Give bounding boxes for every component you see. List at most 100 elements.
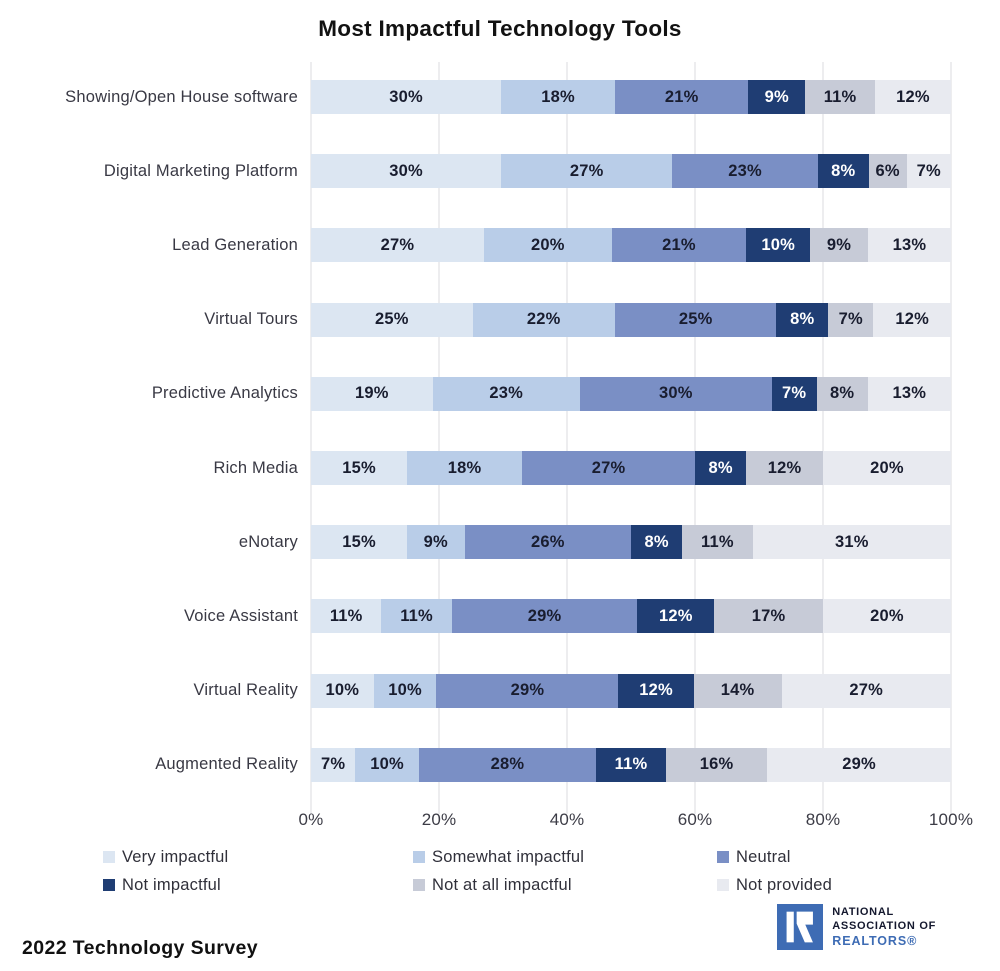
segment-value: 15% — [342, 458, 376, 477]
bar-track: 30% 27% 23% 8% 6% 7% — [311, 154, 951, 189]
bar-segment-somewhat-impactful: 18% — [501, 80, 616, 115]
bar-segment-neutral: 25% — [614, 302, 777, 337]
logo-line-1: NATIONAL — [832, 905, 894, 918]
bar-segment-neutral: 28% — [418, 747, 597, 782]
bar-segment-not-impactful: 12% — [618, 673, 694, 708]
footer: 2022 Technology Survey NATIONAL ASSOCIAT… — [0, 901, 1000, 971]
bar-segment-very-impactful: 15% — [311, 525, 407, 560]
segment-value: 14% — [720, 681, 755, 700]
bar-segment-neutral: 21% — [615, 80, 749, 115]
segment-value: 11% — [400, 606, 433, 625]
legend-item-very-impactful: Very impactful — [103, 848, 413, 867]
legend-item-not-impactful: Not impactful — [103, 876, 413, 895]
legend-swatch — [717, 851, 729, 864]
segment-value: 27% — [569, 161, 604, 180]
bar-segment-somewhat-impactful: 10% — [355, 747, 419, 782]
legend-swatch — [103, 851, 115, 864]
bar-segment-very-impactful: 10% — [311, 673, 374, 708]
legend-label: Somewhat impactful — [432, 847, 585, 866]
bar-segment-somewhat-impactful: 27% — [501, 154, 673, 189]
bar-segment-somewhat-impactful: 18% — [407, 451, 523, 486]
segment-value: 7% — [916, 161, 941, 180]
x-tick: 80% — [805, 809, 841, 829]
bar-segment-not-at-all-impactful: 7% — [828, 302, 874, 337]
bar-segment-not-provided: 31% — [752, 525, 951, 560]
bar-segment-not-provided: 12% — [874, 80, 951, 115]
segment-value: 12% — [895, 310, 929, 329]
bar-segment-neutral: 30% — [579, 376, 772, 411]
bar-track: 19% 23% 30% 7% 8% 13% — [311, 376, 951, 411]
legend-swatch — [413, 851, 425, 864]
stacked-bar-chart: Showing/Open House software 30% 18% 21% 9% 11… — [0, 60, 1000, 838]
segment-value: 7% — [321, 755, 346, 774]
segment-value: 29% — [510, 681, 545, 700]
segment-value: 17% — [751, 606, 786, 625]
segment-value: 9% — [423, 532, 448, 551]
legend-item-neutral: Neutral — [717, 848, 1000, 867]
bar-segment-not-provided: 13% — [867, 376, 951, 411]
legend-label: Not provided — [736, 875, 832, 894]
bar-segment-not-provided: 13% — [867, 228, 951, 263]
segment-value: 22% — [526, 310, 561, 329]
segment-value: 27% — [591, 458, 626, 477]
category-label: Augmented Reality — [155, 755, 298, 774]
bar-segment-not-impactful: 8% — [694, 451, 747, 486]
bar-segment-not-impactful: 12% — [637, 599, 715, 634]
legend-swatch — [717, 879, 729, 892]
nar-logo: NATIONAL ASSOCIATION OF REALTORS® — [777, 904, 936, 950]
segment-value: 11% — [823, 87, 857, 106]
survey-label: 2022 Technology Survey — [22, 937, 259, 959]
segment-value: 28% — [490, 755, 525, 774]
segment-value: 30% — [389, 87, 423, 106]
segment-value: 8% — [708, 458, 733, 477]
bar-segment-not-provided: 27% — [781, 673, 951, 708]
segment-value: 19% — [354, 384, 389, 403]
chart-row: Rich Media 15% 18% 27% 8% 12% 20% — [0, 431, 1000, 505]
bar-segment-neutral: 26% — [464, 525, 631, 560]
chart-row: Augmented Reality 7% 10% 28% 11% 16% 29% — [0, 728, 1000, 802]
segment-value: 23% — [489, 384, 523, 403]
x-tick: 20% — [421, 809, 457, 829]
bar-segment-not-impactful: 10% — [746, 228, 811, 263]
chart-rows: Showing/Open House software 30% 18% 21% 9% 11… — [0, 60, 1000, 802]
segment-value: 29% — [527, 606, 562, 625]
segment-value: 11% — [701, 532, 734, 551]
bar-segment-not-at-all-impactful: 6% — [868, 154, 907, 189]
bar-segment-somewhat-impactful: 10% — [373, 673, 437, 708]
bar-segment-not-impactful: 7% — [771, 376, 817, 411]
category-label: Rich Media — [213, 458, 298, 477]
legend-item-not-provided: Not provided — [717, 876, 1000, 895]
segment-value: 7% — [782, 384, 807, 403]
segment-value: 9% — [826, 235, 852, 254]
bar-segment-neutral: 29% — [436, 673, 619, 708]
segment-value: 29% — [842, 755, 876, 774]
bar-segment-not-provided: 20% — [822, 599, 951, 634]
bar-segment-very-impactful: 7% — [311, 747, 356, 782]
segment-value: 10% — [370, 755, 404, 774]
category-label: Virtual Tours — [204, 310, 298, 329]
bar-segment-neutral: 21% — [611, 228, 747, 263]
segment-value: 9% — [764, 87, 789, 106]
category-label: Predictive Analytics — [151, 384, 298, 403]
bar-segment-not-impactful: 8% — [817, 154, 869, 189]
bar-track: 25% 22% 25% 8% 7% 12% — [311, 302, 951, 337]
segment-value: 27% — [849, 681, 884, 700]
legend-label: Not at all impactful — [432, 875, 572, 894]
bar-segment-not-at-all-impactful: 8% — [816, 376, 868, 411]
bar-segment-not-at-all-impactful: 11% — [682, 525, 753, 560]
legend-swatch — [103, 879, 115, 892]
category-label: Virtual Reality — [193, 681, 298, 700]
x-tick: 0% — [298, 809, 324, 829]
legend-swatch — [413, 879, 425, 892]
bar-segment-not-impactful: 11% — [596, 747, 666, 782]
segment-value: 8% — [790, 310, 815, 329]
legend-label: Neutral — [736, 847, 791, 866]
segment-value: 16% — [699, 755, 734, 774]
category-label: Lead Generation — [172, 235, 298, 254]
x-tick: 40% — [549, 809, 585, 829]
segment-value: 12% — [658, 606, 693, 625]
bar-track: 10% 10% 29% 12% 14% 27% — [311, 673, 951, 708]
bar-segment-very-impactful: 30% — [311, 154, 502, 189]
segment-value: 10% — [388, 681, 422, 700]
chart-row: Voice Assistant 11% 11% 29% 12% 17% 20% — [0, 579, 1000, 653]
